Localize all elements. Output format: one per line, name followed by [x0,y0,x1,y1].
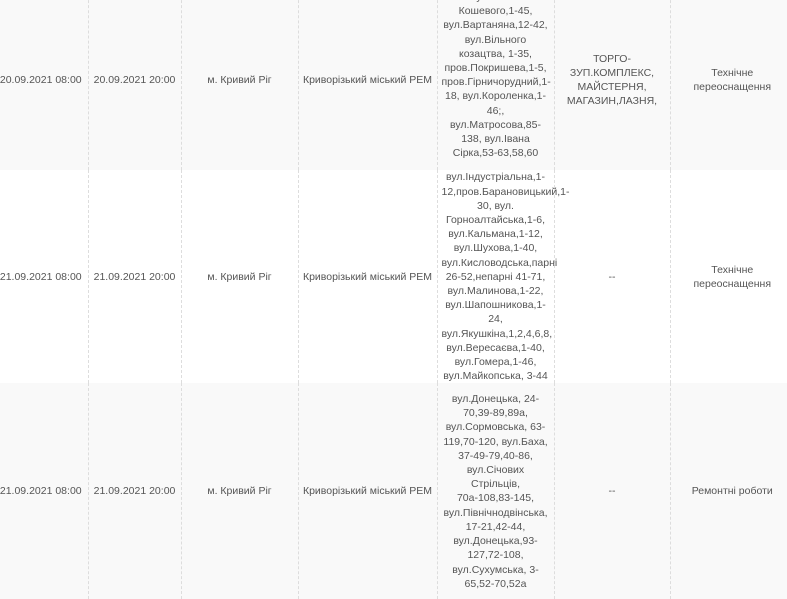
city: м. Кривий Ріг [180,0,298,171]
addresses-text: вул.Олега Кошевого,1-45, вул.Вартаняна,1… [441,0,551,160]
start-time: 21.09.2021 08:00 [0,170,88,384]
objects: ТОРГО-ЗУП.КОМПЛЕКС, МАЙСТЕРНЯ, МАГАЗИН,Л… [553,0,670,171]
rem: Криворізький міський РЕМ [297,383,437,599]
table-row: 21.09.2021 08:00 21.09.2021 20:00 м. Кри… [0,383,787,599]
objects: -- [553,383,670,599]
rem: Криворізький міський РЕМ [297,0,437,171]
rem: Криворізький міський РЕМ [297,170,437,384]
work-type: Технічне переоснащення [669,0,787,171]
start-time: 20.09.2021 08:00 [0,0,88,171]
addresses: вул.Олега Кошевого,1-45, вул.Вартаняна,1… [436,0,554,171]
table-row: 20.09.2021 08:00 20.09.2021 20:00 м. Кри… [0,0,787,171]
addresses: вул.Індустріальна,1-12,пров.Барановицьки… [436,170,570,384]
table-row: 21.09.2021 08:00 21.09.2021 20:00 м. Кри… [0,170,787,384]
end-time: 21.09.2021 20:00 [87,383,181,599]
objects: -- [553,170,670,384]
start-time: 21.09.2021 08:00 [0,383,88,599]
work-type: Ремонтні роботи [669,383,787,599]
addresses: вул.Донецька, 24-70,39-89,89а, вул.Сормо… [436,383,554,599]
city: м. Кривий Ріг [180,383,298,599]
city: м. Кривий Ріг [180,170,298,384]
end-time: 21.09.2021 20:00 [87,170,181,384]
work-type: Технічне переоснащення [669,170,787,384]
end-time: 20.09.2021 20:00 [87,0,181,171]
